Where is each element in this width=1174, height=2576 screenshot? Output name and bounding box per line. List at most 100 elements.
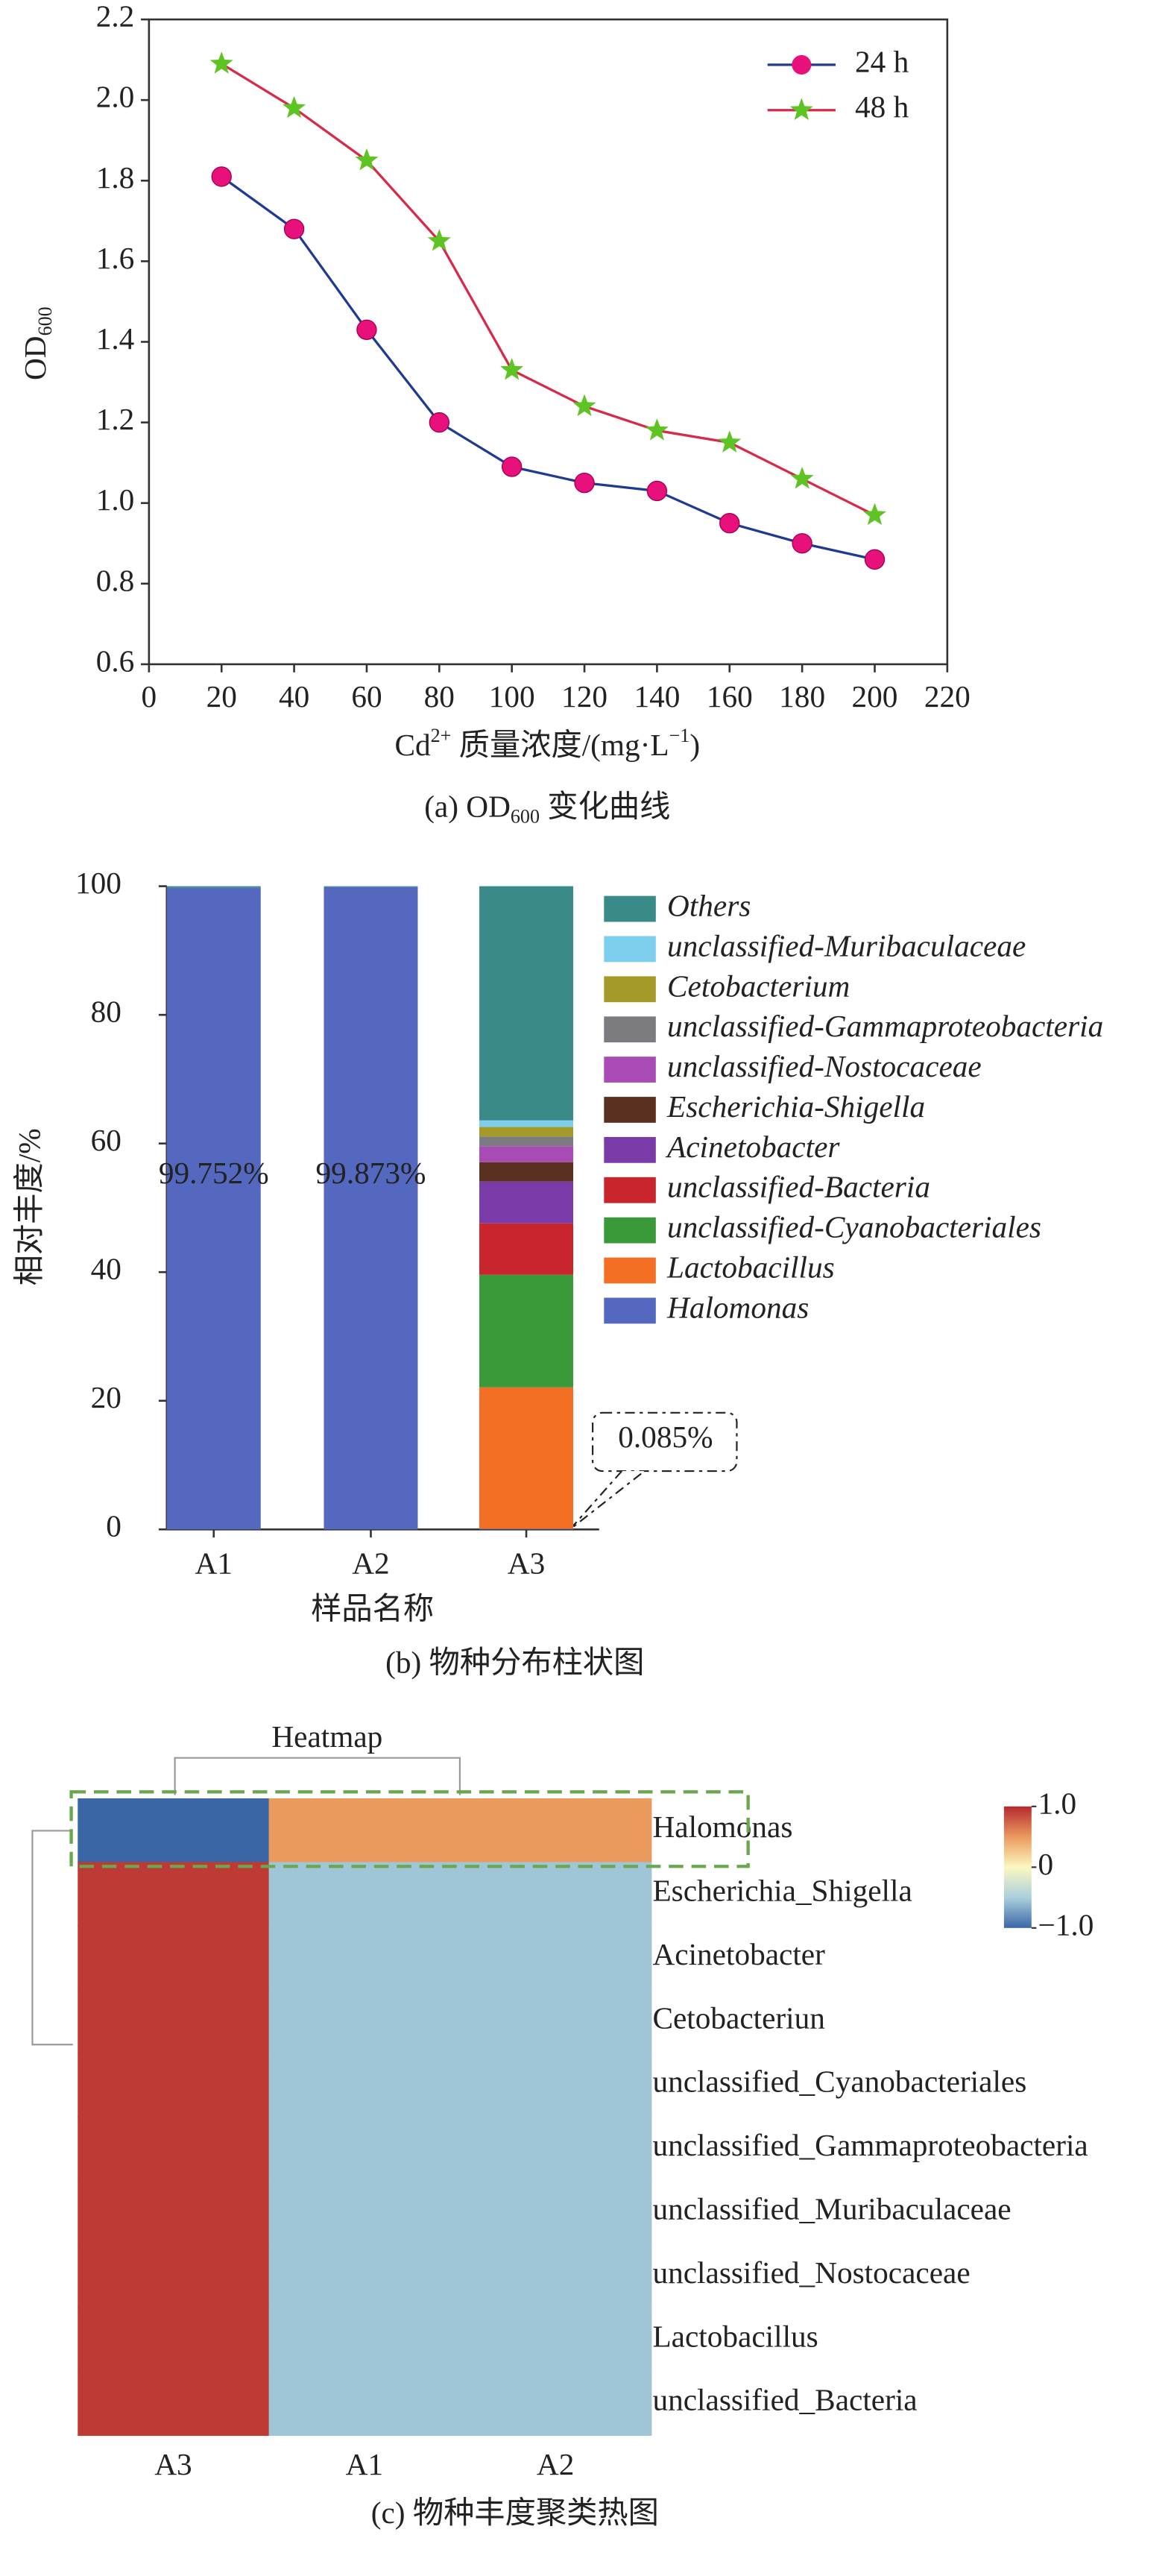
bar-segment bbox=[324, 887, 418, 1530]
heatmap-cell bbox=[459, 2308, 652, 2372]
y-tick-label: 0.6 bbox=[96, 643, 135, 678]
heatmap-cell bbox=[78, 1925, 270, 1991]
y-tick-label: 20 bbox=[91, 1380, 121, 1414]
bar-segment bbox=[479, 1223, 574, 1275]
x-tick-label: 20 bbox=[206, 679, 237, 714]
row-label: unclassified_Muribaculaceae bbox=[652, 2192, 1011, 2226]
bar-segment bbox=[166, 886, 261, 888]
legend-label: unclassified-Cyanobacteriales bbox=[667, 1210, 1041, 1244]
point bbox=[864, 549, 886, 570]
heatmap-cell bbox=[459, 2053, 652, 2118]
legend-swatch bbox=[604, 976, 656, 1003]
row-label: Cetobacteriun bbox=[652, 2000, 825, 2035]
heatmap-cell bbox=[78, 2116, 270, 2182]
bar-segment bbox=[479, 1127, 574, 1137]
callout-box bbox=[592, 1411, 738, 1473]
heatmap-cell bbox=[459, 2371, 652, 2437]
column-label: A2 bbox=[537, 2447, 574, 2481]
x-tick-label: A1 bbox=[195, 1546, 233, 1581]
callout-pointer bbox=[569, 1470, 646, 1531]
bar-segment bbox=[479, 1528, 574, 1530]
y-tick-label: 1.8 bbox=[96, 160, 135, 195]
heatmap-cell bbox=[268, 1798, 461, 1863]
colorbar-tick-label: 0 bbox=[1038, 1847, 1054, 1881]
legend-swatch bbox=[604, 895, 656, 922]
heatmap-cell bbox=[268, 2243, 461, 2309]
y-tick-label: 1.4 bbox=[96, 321, 135, 356]
label-part: ) bbox=[689, 728, 700, 763]
legend-label: unclassified-Nostocaceae bbox=[667, 1049, 982, 1083]
point bbox=[863, 503, 886, 526]
column-label: A1 bbox=[346, 2447, 383, 2481]
heatmap-cell bbox=[268, 1862, 461, 1927]
x-tick-label: 60 bbox=[351, 679, 382, 714]
point bbox=[211, 166, 232, 187]
caption: (c) 物种丰度聚类热图 bbox=[371, 2495, 659, 2531]
y-axis-label: 相对丰度/% bbox=[12, 1128, 46, 1285]
bar-segment bbox=[166, 887, 261, 1530]
heatmap-cell bbox=[268, 2180, 461, 2245]
legend-swatch bbox=[604, 936, 656, 963]
highlight-box bbox=[69, 1790, 750, 1868]
data-label: 0.085% bbox=[618, 1420, 713, 1454]
y-tick-label: 1.2 bbox=[96, 402, 135, 436]
row-label: unclassified_Cyanobacteriales bbox=[652, 2065, 1026, 2099]
legend-swatch bbox=[604, 1136, 656, 1163]
bar-segment bbox=[479, 886, 574, 1121]
x-tick-label: 160 bbox=[707, 679, 753, 714]
point bbox=[719, 513, 740, 534]
y-tick-label: 2.0 bbox=[96, 80, 135, 114]
heatmap-cell bbox=[78, 2243, 270, 2309]
x-tick-label: A3 bbox=[508, 1546, 545, 1581]
legend-label: Acinetobacter bbox=[665, 1130, 840, 1164]
heatmap-cell bbox=[78, 2180, 270, 2245]
y-tick-label: 60 bbox=[91, 1123, 121, 1157]
y-tick-label: 0 bbox=[106, 1509, 121, 1543]
legend-swatch bbox=[604, 1297, 656, 1324]
legend-label: Lactobacillus bbox=[666, 1250, 835, 1284]
row-label: unclassified_Gammaproteobacteria bbox=[652, 2128, 1088, 2162]
x-tick-label: 200 bbox=[852, 679, 898, 714]
x-tick-label: 40 bbox=[279, 679, 309, 714]
legend-label: 48 h bbox=[855, 89, 909, 124]
legend-marker bbox=[789, 98, 813, 120]
point bbox=[646, 480, 668, 502]
y-tick-label: 40 bbox=[91, 1252, 121, 1286]
row-label: Lactobacillus bbox=[652, 2319, 818, 2353]
heatmap-cell bbox=[78, 1798, 270, 1863]
legend-label: Escherichia-Shigella bbox=[666, 1089, 925, 1124]
legend-label: 24 h bbox=[855, 44, 909, 78]
legend-label: Halomonas bbox=[666, 1290, 809, 1324]
heatmap-cell bbox=[459, 2116, 652, 2182]
caption: (b) 物种分布柱状图 bbox=[385, 1645, 644, 1680]
x-axis-label: Cd2+ 质量浓度/(mg·L−1) bbox=[394, 725, 700, 763]
heatmap-title: Heatmap bbox=[271, 1719, 382, 1754]
series-line bbox=[221, 175, 875, 561]
x-tick-label: 120 bbox=[561, 679, 607, 714]
x-tick-label: 0 bbox=[142, 679, 157, 714]
row-label: Acinetobacter bbox=[652, 1937, 825, 1971]
heatmap-cell bbox=[78, 1989, 270, 2054]
bar-segment bbox=[479, 1387, 574, 1529]
colorbar bbox=[1003, 1806, 1032, 1928]
x-tick-label: 180 bbox=[779, 679, 825, 714]
data-label: 99.873% bbox=[316, 1156, 426, 1190]
x-tick-label: 220 bbox=[924, 679, 971, 714]
heatmap-cell bbox=[459, 1989, 652, 2054]
point bbox=[790, 466, 814, 489]
heatmap-cell bbox=[268, 2308, 461, 2372]
column-label: A3 bbox=[154, 2447, 192, 2481]
heatmap-cell bbox=[459, 1798, 652, 1863]
label-part: −1 bbox=[669, 725, 690, 746]
plot-frame bbox=[148, 18, 949, 666]
legend-label: unclassified-Bacteria bbox=[667, 1170, 930, 1204]
legend-label: unclassified-Gammaproteobacteria bbox=[667, 1009, 1103, 1043]
x-axis-label: 样品名称 bbox=[311, 1592, 434, 1626]
point bbox=[718, 430, 742, 453]
column-dendrogram bbox=[174, 1757, 461, 1795]
legend-marker bbox=[792, 54, 812, 75]
legend-swatch bbox=[604, 1177, 656, 1203]
point bbox=[572, 394, 596, 417]
y-tick-label: 0.8 bbox=[96, 563, 135, 597]
